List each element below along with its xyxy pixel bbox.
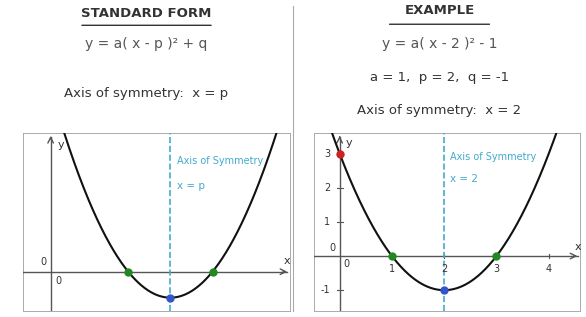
Text: EXAMPLE: EXAMPLE bbox=[404, 4, 475, 17]
Text: Axis of Symmetry: Axis of Symmetry bbox=[177, 156, 263, 165]
Text: x: x bbox=[574, 242, 581, 252]
Text: Axis of symmetry:  x = 2: Axis of symmetry: x = 2 bbox=[357, 104, 522, 117]
Text: a = 1,  p = 2,  q = -1: a = 1, p = 2, q = -1 bbox=[370, 71, 509, 84]
Text: Axis of Symmetry: Axis of Symmetry bbox=[451, 152, 537, 162]
Text: 0: 0 bbox=[40, 257, 46, 267]
Text: 4: 4 bbox=[546, 263, 552, 274]
Text: 3: 3 bbox=[493, 263, 499, 274]
Text: 2: 2 bbox=[441, 263, 447, 274]
Text: 0: 0 bbox=[344, 259, 350, 269]
Text: x: x bbox=[284, 256, 291, 267]
Text: 1: 1 bbox=[324, 217, 331, 227]
Text: 1: 1 bbox=[389, 263, 395, 274]
Text: x = 2: x = 2 bbox=[451, 174, 479, 184]
Text: STANDARD FORM: STANDARD FORM bbox=[81, 7, 212, 20]
Text: 2: 2 bbox=[324, 183, 331, 193]
Text: 3: 3 bbox=[324, 149, 331, 158]
Text: Axis of symmetry:  x = p: Axis of symmetry: x = p bbox=[64, 87, 229, 100]
Text: y = a( x - 2 )² - 1: y = a( x - 2 )² - 1 bbox=[381, 37, 498, 51]
Text: x = p: x = p bbox=[177, 181, 205, 191]
Text: 0: 0 bbox=[329, 243, 335, 253]
Text: y: y bbox=[57, 139, 64, 150]
Text: 0: 0 bbox=[55, 276, 61, 286]
Text: y = a( x - p )² + q: y = a( x - p )² + q bbox=[86, 37, 207, 51]
Text: y: y bbox=[346, 138, 353, 148]
Text: -1: -1 bbox=[321, 285, 331, 295]
